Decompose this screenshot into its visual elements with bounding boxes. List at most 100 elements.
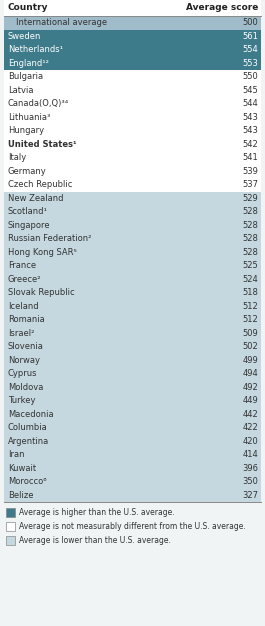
Text: Norway: Norway: [8, 356, 40, 365]
Bar: [4, 56, 261, 70]
Bar: [6, 508, 15, 517]
Text: Greece²: Greece²: [8, 275, 42, 284]
Text: Germany: Germany: [8, 167, 47, 176]
Text: Canada(O,Q)³⁴: Canada(O,Q)³⁴: [8, 100, 69, 108]
Bar: [4, 124, 261, 138]
Bar: [4, 245, 261, 259]
Bar: [4, 286, 261, 299]
Bar: [4, 367, 261, 381]
Text: France: France: [8, 261, 36, 270]
Text: 544: 544: [242, 100, 258, 108]
Bar: [4, 340, 261, 354]
Text: 350: 350: [242, 477, 258, 486]
Bar: [4, 165, 261, 178]
Text: Hungary: Hungary: [8, 126, 44, 135]
Text: Columbia: Columbia: [8, 423, 48, 432]
Text: 492: 492: [242, 382, 258, 392]
Bar: [4, 354, 261, 367]
Text: Latvia: Latvia: [8, 86, 33, 95]
Text: Iceland: Iceland: [8, 302, 39, 310]
Text: 499: 499: [242, 356, 258, 365]
Text: Romania: Romania: [8, 316, 45, 324]
Text: Hong Kong SAR⁵: Hong Kong SAR⁵: [8, 248, 77, 257]
Text: Russian Federation²: Russian Federation²: [8, 234, 91, 244]
Bar: [4, 421, 261, 434]
Bar: [4, 138, 261, 151]
Text: 528: 528: [242, 234, 258, 244]
Text: 449: 449: [242, 396, 258, 405]
Text: 509: 509: [242, 329, 258, 338]
Text: Average is lower than the U.S. average.: Average is lower than the U.S. average.: [19, 536, 171, 545]
Text: 512: 512: [242, 316, 258, 324]
Text: Lithuania³: Lithuania³: [8, 113, 50, 121]
Text: 537: 537: [242, 180, 258, 189]
Bar: [4, 83, 261, 97]
Bar: [6, 522, 15, 531]
Text: Macedonia: Macedonia: [8, 410, 54, 419]
Text: Argentina: Argentina: [8, 437, 49, 446]
Text: Average score: Average score: [186, 4, 258, 13]
Bar: [4, 272, 261, 286]
Text: Cyprus: Cyprus: [8, 369, 38, 378]
Text: 500: 500: [242, 18, 258, 28]
Bar: [6, 536, 15, 545]
Text: 420: 420: [242, 437, 258, 446]
Text: 512: 512: [242, 302, 258, 310]
Text: 545: 545: [242, 86, 258, 95]
Text: Turkey: Turkey: [8, 396, 36, 405]
Bar: [4, 0, 261, 16]
Text: 543: 543: [242, 126, 258, 135]
Text: Italy: Italy: [8, 153, 26, 162]
Text: 528: 528: [242, 248, 258, 257]
Text: 542: 542: [242, 140, 258, 149]
Bar: [4, 16, 261, 29]
Text: Country: Country: [8, 4, 48, 13]
Bar: [4, 259, 261, 272]
Text: 518: 518: [242, 288, 258, 297]
Text: Slovak Republic: Slovak Republic: [8, 288, 75, 297]
Bar: [4, 448, 261, 461]
Bar: [4, 232, 261, 245]
Text: Morocco⁶: Morocco⁶: [8, 477, 47, 486]
Text: England¹²: England¹²: [8, 59, 49, 68]
Text: Czech Republic: Czech Republic: [8, 180, 72, 189]
Bar: [4, 151, 261, 165]
Bar: [4, 461, 261, 475]
Text: 543: 543: [242, 113, 258, 121]
Text: Average is not measurably different from the U.S. average.: Average is not measurably different from…: [19, 522, 246, 531]
Bar: [4, 488, 261, 502]
Bar: [4, 70, 261, 83]
Text: 550: 550: [242, 72, 258, 81]
Text: 525: 525: [242, 261, 258, 270]
Text: 539: 539: [242, 167, 258, 176]
Text: 561: 561: [242, 32, 258, 41]
Text: Sweden: Sweden: [8, 32, 41, 41]
Bar: [4, 218, 261, 232]
Text: 528: 528: [242, 221, 258, 230]
Text: Moldova: Moldova: [8, 382, 43, 392]
Text: 524: 524: [242, 275, 258, 284]
Text: 442: 442: [242, 410, 258, 419]
Bar: [4, 381, 261, 394]
Text: Kuwait: Kuwait: [8, 464, 36, 473]
Bar: [4, 205, 261, 218]
Bar: [4, 97, 261, 111]
Bar: [4, 327, 261, 340]
Text: 541: 541: [242, 153, 258, 162]
Text: Belize: Belize: [8, 491, 33, 500]
Bar: [4, 43, 261, 56]
Text: Bulgaria: Bulgaria: [8, 72, 43, 81]
Text: United States¹: United States¹: [8, 140, 77, 149]
Text: Singapore: Singapore: [8, 221, 51, 230]
Bar: [4, 475, 261, 488]
Text: International average: International average: [16, 18, 107, 28]
Text: 502: 502: [242, 342, 258, 351]
Text: Netherlands¹: Netherlands¹: [8, 45, 63, 54]
Text: Slovenia: Slovenia: [8, 342, 44, 351]
Text: Israel²: Israel²: [8, 329, 34, 338]
Text: Average is higher than the U.S. average.: Average is higher than the U.S. average.: [19, 508, 175, 517]
Bar: [4, 178, 261, 192]
Text: New Zealand: New Zealand: [8, 194, 64, 203]
Bar: [4, 192, 261, 205]
Text: 327: 327: [242, 491, 258, 500]
